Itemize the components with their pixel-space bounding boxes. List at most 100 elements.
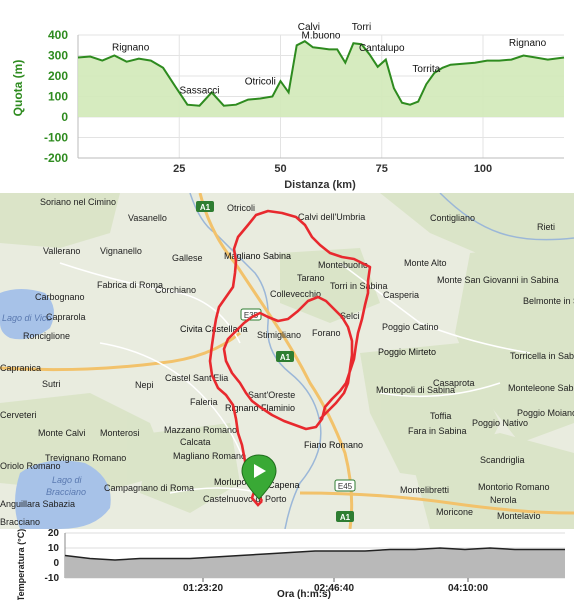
place-sant-oreste: Sant'Oreste — [248, 390, 295, 400]
place-torri: Torri in Sabina — [330, 281, 388, 291]
place-casperia: Casperia — [383, 290, 419, 300]
elevation-place-label: Cantalupo — [359, 43, 405, 54]
place-montebuono: Montebuono — [318, 260, 368, 270]
elevation-y-tick-label: 100 — [48, 90, 68, 104]
place-calvi: Calvi dell'Umbria — [298, 212, 365, 222]
place-fara: Fara in Sabina — [408, 426, 467, 436]
temperature-x-tick-label: 04:10:00 — [448, 583, 488, 594]
place-monte-alto: Monte Alto — [404, 258, 447, 268]
lake-bracciano-label-2: Bracciano — [46, 487, 86, 497]
place-morlupo: Morlupo — [214, 477, 247, 487]
place-vallerano: Vallerano — [43, 246, 80, 256]
elevation-profile-chart[interactable]: Quota (m) 400 300 200 100 0 -100 -200 25 50 75 10… — [0, 0, 574, 193]
lake-vico: Lago di Vico — [0, 289, 54, 340]
place-poggio-catino: Poggio Catino — [382, 322, 439, 332]
place-collevecchio: Collevecchio — [270, 289, 321, 299]
place-monte-calvi: Monte Calvi — [38, 428, 86, 438]
place-montorio: Montorio Romano — [478, 482, 550, 492]
temperature-y-tick-label: -10 — [45, 573, 60, 584]
elevation-place-label: Rignano — [112, 43, 150, 54]
place-anguillara: Anguillara Sabazia — [0, 499, 75, 509]
elevation-x-tick-label: 75 — [376, 163, 388, 175]
temperature-x-ticks: 01:23:20 02:46:40 04:10:00 — [183, 583, 488, 594]
place-faleria: Faleria — [190, 397, 218, 407]
temperature-y-tick-label: 10 — [48, 543, 60, 554]
play-icon — [254, 464, 266, 478]
temperature-chart-svg: Temperatura (°C) 20 10 0 -10 01:23:20 02:46:… — [16, 528, 565, 601]
place-bracciano: Bracciano — [0, 517, 40, 527]
elevation-place-label: Torri — [352, 22, 371, 33]
place-rieti: Rieti — [537, 222, 555, 232]
place-montopoli: Montopoli di Sabina — [376, 385, 455, 395]
road-shield-a1-bottom: A1 — [336, 511, 354, 522]
place-contigliano: Contigliano — [430, 213, 475, 223]
elevation-place-label: Otricoli — [245, 77, 276, 88]
lake-bracciano: Lago di Bracciano — [15, 460, 111, 529]
place-ronciglione: Ronciglione — [23, 331, 70, 341]
place-poggio-mirteto: Poggio Mirteto — [378, 347, 436, 357]
elevation-x-axis-label: Distanza (km) — [284, 179, 356, 191]
svg-text:A1: A1 — [200, 203, 211, 212]
place-oriolo: Oriolo Romano — [0, 461, 61, 471]
road-shield-a1-mid: A1 — [276, 351, 294, 362]
place-poggio-nativo: Poggio Nativo — [472, 418, 528, 428]
place-soriano: Soriano nel Cimino — [40, 197, 116, 207]
route-map[interactable]: Lago di Vico Lago di Bracciano A1 A1 — [0, 193, 574, 529]
place-carbognano: Carbognano — [35, 292, 85, 302]
svg-text:A1: A1 — [340, 513, 351, 522]
place-monterosi: Monterosi — [100, 428, 140, 438]
elevation-x-tick-label: 25 — [173, 163, 185, 175]
secondary-roads — [59, 262, 531, 494]
elevation-x-tick-label: 100 — [474, 163, 492, 175]
temperature-y-ticks: 20 10 0 -10 — [45, 528, 60, 584]
elevation-y-tick-label: 200 — [48, 69, 68, 83]
svg-text:E45: E45 — [338, 482, 353, 491]
start-marker-pin[interactable] — [241, 454, 277, 500]
temperature-area-fill — [65, 548, 565, 578]
elevation-area — [77, 40, 565, 118]
elevation-y-ticks: 400 300 200 100 0 -100 -200 — [44, 28, 68, 165]
temperature-chart[interactable]: Temperatura (°C) 20 10 0 -10 01:23:20 02:46:… — [0, 528, 574, 601]
place-selci: Selci — [340, 311, 360, 321]
place-campagnano: Campagnano di Roma — [104, 483, 194, 493]
elevation-profile-svg: Quota (m) 400 300 200 100 0 -100 -200 25 50 75 10… — [11, 22, 565, 191]
place-caprarola: Caprarola — [46, 312, 86, 322]
elevation-place-label: Calvi — [298, 22, 320, 33]
place-casaprota: Casaprota — [433, 378, 475, 388]
elevation-y-tick-label: -200 — [44, 151, 68, 165]
map-canvas[interactable]: Lago di Vico Lago di Bracciano A1 A1 — [0, 193, 574, 529]
gps-route-track[interactable] — [208, 209, 372, 502]
place-cerveteri: Cerveteri — [0, 410, 37, 420]
elevation-x-tick-label: 50 — [274, 163, 286, 175]
elevation-area-fill — [78, 41, 564, 118]
place-capranica: Capranica — [0, 363, 41, 373]
lake-vico-label: Lago di Vico — [2, 313, 51, 323]
elevation-y-tick-label: 400 — [48, 28, 68, 42]
elevation-place-label: Torrita — [412, 64, 440, 75]
place-montelibretti: Montelibretti — [400, 485, 449, 495]
place-castelnuovo: Castelnuovo di Porto — [203, 494, 287, 504]
place-otricoli: Otricoli — [227, 203, 255, 213]
temperature-y-tick-label: 0 — [53, 558, 59, 569]
place-stimigliano: Stimigliano — [257, 330, 301, 340]
place-corchiano: Corchiano — [155, 285, 196, 295]
place-fabrica: Fabrica di Roma — [97, 280, 163, 290]
place-monte-san-giovanni: Monte San Giovanni in Sabina — [437, 275, 559, 285]
place-poggio-moiano: Poggio Moiano — [517, 408, 574, 418]
place-magliano-romano: Magliano Romano — [173, 451, 246, 461]
map-place-labels: Soriano nel Cimino Vasanello Otricoli Ca… — [0, 197, 574, 527]
elevation-place-label: M.buono — [302, 30, 341, 41]
place-capena: Capena — [268, 480, 300, 490]
place-fiano-romano: Fiano Romano — [304, 440, 363, 450]
temperature-y-axis-label: Temperatura (°C) — [16, 529, 26, 600]
terrain-shading — [0, 193, 574, 529]
place-vasanello: Vasanello — [128, 213, 167, 223]
place-vignanello: Vignanello — [100, 246, 142, 256]
place-tarano: Tarano — [297, 273, 325, 283]
temperature-x-tick-label: 02:46:40 — [314, 583, 354, 594]
place-moricone: Moricone — [436, 507, 473, 517]
elevation-place-label: Sassacci — [179, 86, 219, 97]
svg-text:E35: E35 — [244, 311, 259, 320]
temperature-x-axis-label: Ora (h:m:s) — [277, 589, 331, 600]
place-scandriglia: Scandriglia — [480, 455, 525, 465]
